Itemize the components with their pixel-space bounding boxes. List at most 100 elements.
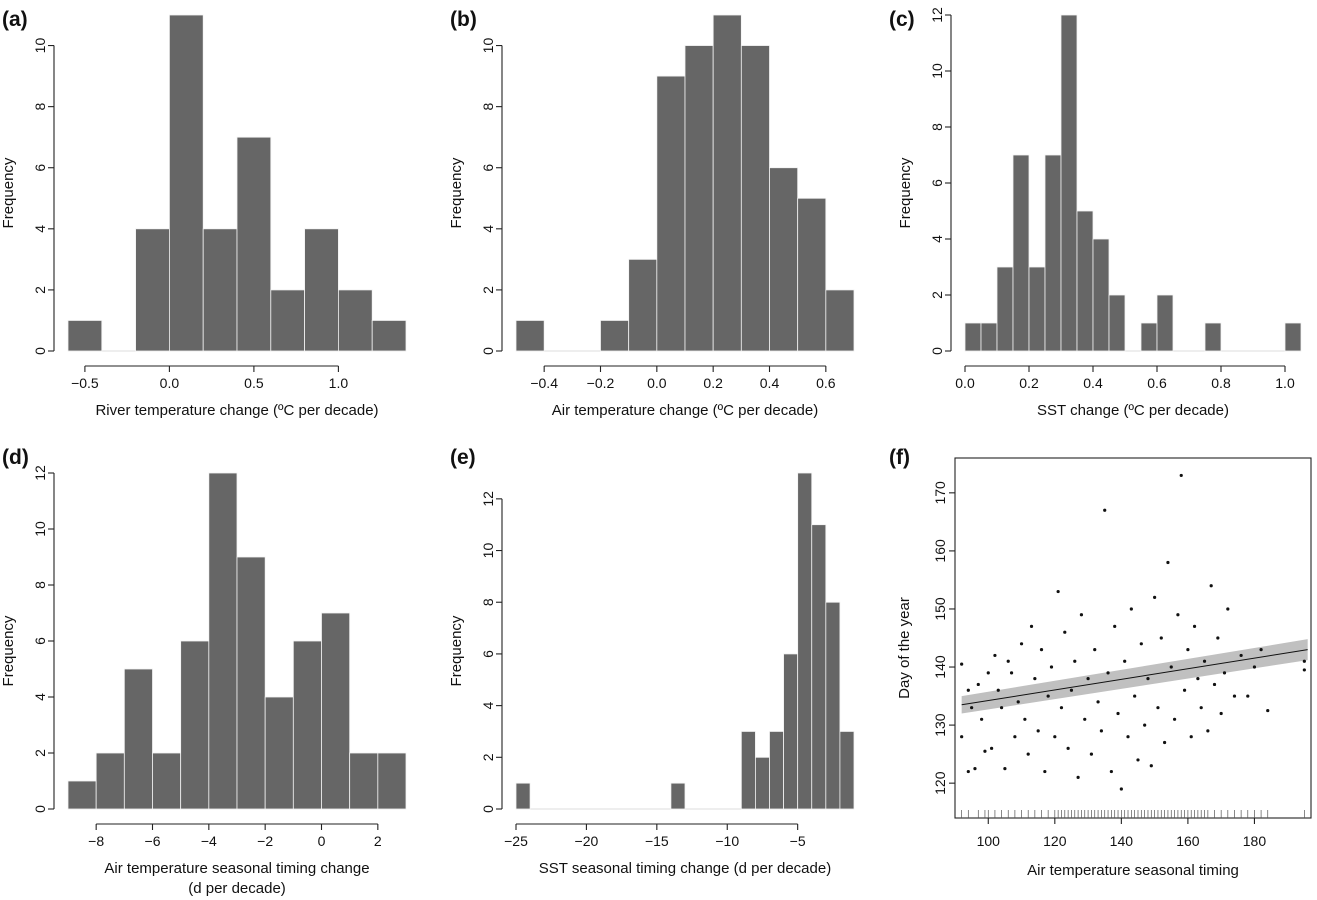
y-tick-label: 2: [480, 753, 496, 761]
data-point: [1119, 787, 1123, 791]
panel-label: (e): [450, 446, 476, 469]
histogram-bar: [740, 731, 756, 810]
histogram-bar: [783, 653, 799, 810]
y-tick-label: 10: [480, 543, 496, 559]
y-tick-label: 12: [480, 491, 496, 507]
data-point: [1182, 688, 1187, 692]
histogram-bar: [600, 320, 630, 352]
y-tick-label: 8: [480, 598, 496, 606]
data-point: [1036, 729, 1040, 733]
panel-f: (f) 100 120 140 160 180 120 130 140 150 160 170 Air …: [889, 446, 1312, 879]
histogram-bar: [825, 289, 855, 352]
data-point: [966, 688, 970, 692]
data-point: [1146, 677, 1150, 681]
y-axis-title: Frequency: [0, 615, 17, 686]
data-point: [1219, 711, 1223, 716]
histogram-bar: [769, 167, 799, 352]
data-point: [1216, 636, 1220, 640]
data-point: [1199, 706, 1203, 710]
data-point: [1239, 653, 1243, 658]
data-point: [1189, 735, 1193, 739]
x-tick-label: 0.4: [1083, 375, 1103, 391]
data-point: [970, 706, 974, 710]
y-tick-label: 6: [480, 164, 496, 172]
x-tick-label: 180: [1243, 833, 1267, 849]
y-tick-label: 4: [929, 235, 945, 243]
x-tick-label: 0.2: [703, 375, 723, 391]
histogram-bar: [1092, 238, 1110, 352]
y-axis-title: Frequency: [448, 615, 465, 686]
data-point: [1196, 677, 1200, 681]
y-tick-label: 12: [32, 465, 48, 481]
y-tick-label: 6: [32, 637, 48, 645]
data-point: [983, 749, 987, 753]
x-tick-label: −20: [575, 833, 599, 849]
data-point: [976, 682, 980, 687]
data-point: [1136, 758, 1140, 762]
data-point: [1202, 659, 1207, 663]
histogram-bar: [628, 258, 658, 352]
x-tick-label: −15: [645, 833, 669, 849]
data-point: [1266, 708, 1270, 713]
data-point: [1033, 677, 1037, 681]
data-point: [1232, 694, 1237, 698]
data-point: [1126, 735, 1130, 739]
y-tick-label: 130: [932, 713, 948, 737]
histogram-bar: [264, 696, 294, 810]
x-axis-title: SST seasonal timing change (d per decade…: [539, 860, 831, 877]
data-point: [1096, 700, 1100, 704]
x-tick-label: −8: [88, 833, 104, 849]
y-tick-label: 10: [480, 38, 496, 54]
data-point: [993, 653, 997, 658]
x-tick-label: 0.6: [816, 375, 836, 391]
y-tick-label: 8: [32, 103, 48, 111]
confidence-band: [961, 639, 1308, 714]
histogram-bar: [656, 75, 686, 352]
x-tick-label: 0.2: [1019, 375, 1039, 391]
x-tick-label: 1.0: [1275, 375, 1295, 391]
histogram-bar: [996, 266, 1014, 352]
histogram-bar: [515, 320, 545, 352]
y-axis-title: Frequency: [897, 157, 914, 228]
data-point: [1109, 769, 1113, 774]
x-tick-label: 0.4: [760, 375, 780, 391]
histogram-bar: [123, 668, 153, 810]
x-tick-label: 0.5: [244, 375, 264, 391]
histogram-bar: [202, 228, 238, 352]
histogram-bar: [67, 780, 97, 810]
y-tick-label: 2: [929, 291, 945, 299]
histogram-bar: [270, 289, 305, 352]
y-tick-label: 0: [929, 347, 945, 355]
histogram-bar: [797, 197, 827, 352]
x-axis-title: Air temperature seasonal timing: [1027, 862, 1239, 879]
x-tick-label: 0.0: [160, 375, 180, 391]
x-tick-label: −4: [201, 833, 217, 849]
y-tick-label: 6: [929, 179, 945, 187]
histogram-bar: [1028, 266, 1046, 352]
data-point: [1123, 659, 1127, 663]
histogram-bar: [292, 640, 322, 810]
data-point: [1009, 671, 1014, 675]
data-point: [1156, 706, 1160, 710]
y-axis-title: Frequency: [448, 157, 465, 228]
y-tick-label: 8: [929, 123, 945, 131]
x-axis-title: River temperature change (ºC per decade): [95, 402, 378, 419]
histogram-bar: [712, 14, 742, 352]
data-point: [1049, 665, 1054, 669]
data-point: [1302, 668, 1306, 672]
data-point: [980, 717, 984, 721]
histogram-bar: [515, 782, 531, 810]
histogram-bar: [964, 322, 982, 352]
histogram-bar: [740, 45, 770, 352]
y-tick-label: 6: [480, 650, 496, 658]
histogram-bar: [670, 782, 686, 810]
histogram-bar: [1044, 154, 1062, 352]
x-tick-label: 160: [1176, 833, 1200, 849]
data-point: [960, 662, 964, 666]
data-point: [1023, 717, 1027, 721]
data-point: [989, 746, 994, 750]
data-point: [1099, 729, 1103, 733]
y-tick-label: 2: [32, 749, 48, 757]
histogram-bar: [304, 228, 339, 352]
x-tick-label: 0.0: [647, 375, 667, 391]
